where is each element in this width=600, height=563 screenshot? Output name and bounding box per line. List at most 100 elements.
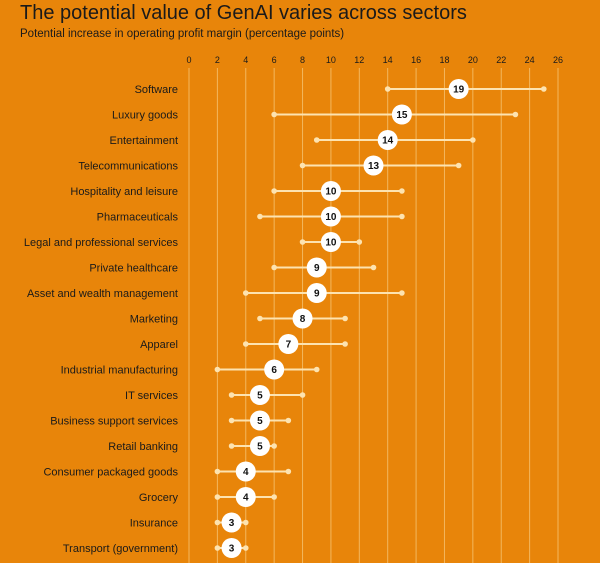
range-low-point	[228, 443, 235, 449]
mid-value-dot	[363, 155, 384, 176]
mid-value-label: 3	[229, 544, 235, 555]
mid-value-dot	[235, 461, 256, 482]
category-label: Entertainment	[110, 135, 178, 147]
range-low-point	[271, 264, 277, 271]
range-high-point	[285, 417, 292, 424]
category-label: Industrial manufacturing	[61, 365, 178, 377]
mid-value-dot	[278, 334, 299, 354]
x-tick-label: 8	[300, 55, 305, 65]
range-low-point	[214, 494, 221, 500]
mid-value-dot	[249, 410, 270, 431]
range-high-point	[313, 366, 320, 373]
range-high-point	[285, 468, 292, 475]
x-tick-label: 6	[272, 55, 277, 65]
category-label: Asset and wealth management	[27, 288, 178, 300]
mid-value-dot	[264, 359, 285, 380]
category-label: Software	[135, 84, 178, 96]
x-tick-label: 18	[439, 55, 449, 65]
category-label: Marketing	[130, 314, 178, 326]
range-low-point	[271, 188, 277, 194]
category-label: Hospitality and leisure	[70, 186, 178, 198]
category-label: Apparel	[140, 339, 178, 351]
mid-value-dot	[320, 206, 341, 227]
mid-value-label: 9	[314, 289, 320, 300]
mid-value-label: 8	[300, 314, 306, 325]
mid-value-label: 10	[325, 212, 337, 223]
mid-value-dot	[391, 104, 412, 125]
category-label: Business support services	[50, 416, 178, 428]
range-low-point	[271, 111, 277, 118]
category-label: Retail banking	[108, 441, 178, 453]
range-high-point	[242, 545, 249, 551]
category-label: Luxury goods	[112, 110, 179, 122]
range-high-point	[370, 264, 377, 271]
x-tick-label: 10	[326, 55, 336, 65]
x-tick-label: 22	[496, 55, 506, 65]
category-label: Consumer packaged goods	[43, 467, 178, 479]
range-high-point	[399, 213, 405, 220]
chart-subtitle: Potential increase in operating profit m…	[20, 28, 345, 40]
category-label: Transport (government)	[63, 543, 178, 555]
range-high-point	[399, 188, 405, 194]
mid-value-dot	[306, 257, 327, 278]
range-high-point	[342, 315, 348, 322]
mid-value-dot	[221, 538, 242, 558]
x-tick-label: 20	[468, 55, 478, 65]
range-low-point	[214, 468, 221, 475]
mid-value-dot	[221, 512, 242, 533]
mid-value-dot	[377, 130, 398, 150]
x-tick-label: 24	[525, 55, 535, 65]
mid-value-label: 4	[243, 467, 249, 478]
mid-value-dot	[306, 283, 327, 303]
category-label: Telecommunications	[78, 161, 178, 173]
range-high-point	[541, 86, 547, 92]
category-label: Grocery	[139, 492, 179, 504]
range-low-point	[257, 213, 263, 220]
category-label: Insurance	[130, 518, 178, 530]
range-high-point	[299, 392, 306, 398]
range-high-point	[399, 290, 405, 296]
mid-value-label: 4	[243, 493, 249, 504]
mid-value-label: 14	[382, 136, 394, 147]
mid-value-label: 3	[229, 518, 235, 529]
range-low-point	[228, 417, 235, 424]
range-low-point	[214, 519, 221, 526]
range-high-point	[470, 137, 476, 143]
x-tick-label: 26	[553, 55, 563, 65]
mid-value-dot	[292, 308, 313, 329]
x-tick-label: 2	[215, 55, 220, 65]
mid-value-dot	[249, 436, 270, 456]
range-low-point	[384, 86, 391, 92]
chart-title: The potential value of GenAI varies acro…	[20, 2, 467, 24]
mid-value-label: 5	[257, 391, 263, 402]
range-high-point	[455, 162, 462, 169]
range-low-point	[299, 239, 306, 245]
mid-value-label: 15	[396, 110, 408, 121]
mid-value-label: 5	[257, 416, 263, 427]
range-low-point	[214, 545, 221, 551]
mid-value-label: 7	[286, 340, 292, 351]
range-high-point	[242, 519, 249, 526]
x-tick-label: 14	[383, 55, 393, 65]
range-high-point	[271, 494, 277, 500]
mid-value-label: 10	[325, 238, 337, 249]
mid-value-label: 10	[325, 187, 337, 198]
range-low-point	[242, 290, 249, 296]
range-low-point	[228, 392, 235, 398]
range-high-point	[271, 443, 277, 449]
mid-value-dot	[448, 79, 469, 99]
mid-value-dot	[249, 385, 270, 405]
range-high-point	[356, 239, 363, 245]
category-label: Private healthcare	[89, 263, 178, 275]
mid-value-label: 6	[271, 365, 277, 376]
mid-value-label: 5	[257, 442, 263, 453]
range-low-point	[257, 315, 263, 322]
x-tick-label: 4	[243, 55, 248, 65]
category-label: Legal and professional services	[24, 237, 179, 249]
range-low-point	[214, 366, 221, 373]
range-high-point	[512, 111, 519, 118]
range-low-point	[242, 341, 249, 347]
range-low-point	[299, 162, 306, 169]
range-low-point	[313, 137, 320, 143]
